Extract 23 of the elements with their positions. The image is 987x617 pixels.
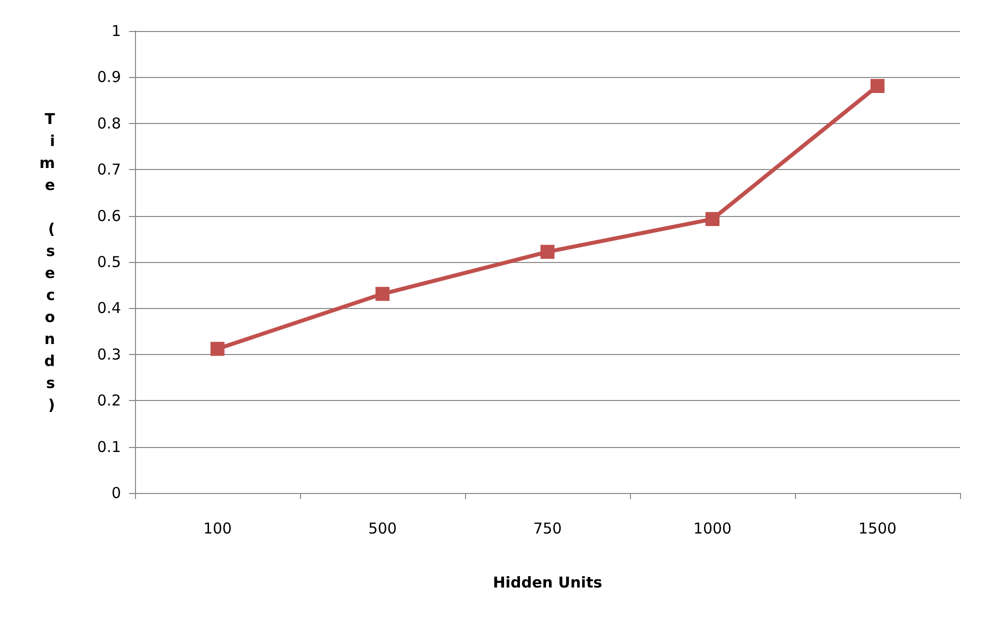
y-tick-label: 0.2 [97,392,121,410]
x-tick-label: 1500 [858,520,897,538]
y-tick-label: 0.3 [97,345,121,364]
y-tick-label: 0.1 [97,438,121,456]
y-tick-label: 0.4 [97,299,121,318]
y-tick-label: 0 [111,484,121,502]
y-tick-label: 1 [111,22,121,40]
x-tick-label: 750 [533,520,562,538]
text: Time (seconds) [39,110,55,414]
x-tick-label: 100 [203,520,232,538]
point [210,342,224,356]
point [706,212,720,226]
x-axis-title: Hidden Units [492,574,602,592]
y-tick-label: 0.7 [97,160,121,179]
y-tick-label: 0.6 [97,206,121,225]
y-tick-label: 0.9 [97,68,121,86]
point [870,78,884,93]
point [540,244,554,259]
x-tick-label: 1000 [693,520,732,538]
y-tick-label: 0.8 [97,114,121,132]
point [376,286,390,301]
x-tick-label: 500 [368,520,397,538]
y-tick-label: 0.5 [97,253,121,271]
